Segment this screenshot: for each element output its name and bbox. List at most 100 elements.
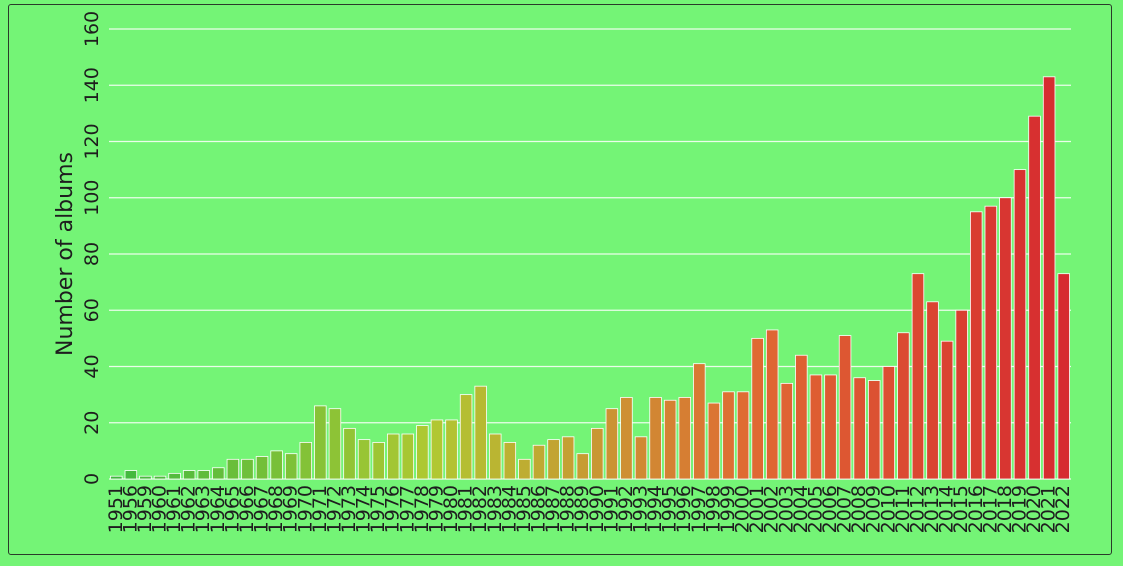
x-tick-label: 1968 [265,485,287,533]
bar-2016 [970,211,983,480]
y-tick-label: 140 [81,67,103,103]
bar-2022 [1057,273,1070,480]
x-tick-label: 2013 [921,485,943,533]
bar-2020 [1028,115,1041,480]
bar-1989 [576,453,589,480]
x-tick-label: 2007 [834,485,856,533]
bar-2012 [911,273,925,480]
bar-2002 [765,329,779,480]
x-tick-label: 1981 [455,485,477,533]
y-axis-label: Number of albums [53,152,78,356]
bar-2000 [736,391,750,480]
y-tick-label: 40 [81,354,103,378]
bar-1969 [284,453,298,480]
grid-lines [109,28,1071,480]
x-tick-label: 1999 [717,485,739,533]
bar-1956 [124,470,138,480]
x-tick-label: 1975 [367,485,389,533]
bar-1961 [168,472,181,480]
bar-1992 [620,397,633,480]
x-tick-label: 1977 [396,485,418,533]
chart-frame [8,4,1112,555]
x-tick-label: 1960 [149,485,171,533]
bar-1991 [605,408,619,480]
bar-1986 [532,444,546,480]
bar-2001 [751,337,764,480]
bar-1999 [722,391,735,480]
bar-2007 [838,335,852,480]
x-tick-label: 1961 [163,485,185,533]
bar-1982 [474,385,487,480]
x-tick-label: 1976 [382,485,404,533]
x-tick-label: 1974 [353,485,375,533]
x-tick-label: 2012 [906,485,928,533]
x-tick-label: 2022 [1052,485,1074,533]
x-tick-label: 1989 [571,485,593,533]
x-tick-label: 2011 [892,485,914,533]
x-tick-label: 2008 [848,485,870,533]
bar-1973 [343,427,356,480]
bar-1979 [430,419,444,480]
x-tick-label: 1966 [236,485,258,533]
bar-2006 [824,374,837,480]
bar-2019 [1013,169,1027,480]
x-tick-label: 1951 [105,485,127,533]
bar-1967 [255,456,269,480]
bar-2015 [955,309,968,480]
bar-2014 [940,340,954,480]
x-tick-label: 1997 [688,485,710,533]
bar-1971 [314,405,327,480]
x-tick-label: 2001 [746,485,768,533]
x-tick-label: 2003 [775,485,797,533]
bar-2013 [926,301,939,480]
bar-1997 [693,363,706,480]
bar-2009 [867,380,881,480]
y-tick-labels: 0 20 40 60 80 100 120 140 160 [81,11,103,485]
x-tick-label: 1967 [251,485,273,533]
x-tick-label: 1964 [207,485,229,533]
bar-2008 [853,377,866,480]
x-tick-label: 1990 [586,485,608,533]
bar-2017 [984,205,998,480]
x-tick-label: 1993 [630,485,652,533]
x-tick-label: 2016 [965,485,987,533]
x-tick-label: 1959 [134,485,156,533]
bar-1974 [357,439,371,480]
x-tick-label: 2002 [761,485,783,533]
x-tick-label: 2018 [994,485,1016,533]
bar-1998 [707,402,721,480]
x-tick-label: 2010 [877,485,899,533]
x-tick-label: 2014 [936,485,958,533]
x-tick-label: 1982 [469,485,491,533]
x-tick-label: 1983 [484,485,506,533]
bar-1990 [591,427,604,480]
y-tick-label: 80 [81,242,103,266]
bar-2004 [795,354,808,480]
x-tick-label: 2017 [979,485,1001,533]
x-tick-label: 2006 [819,485,841,533]
bar-1984 [503,442,517,480]
bar-1995 [663,399,677,480]
x-tick-label: 1979 [425,485,447,533]
bar-1983 [489,433,502,480]
y-tick-label: 20 [81,411,103,435]
x-tick-label: 1988 [557,485,579,533]
x-tick-label: 2005 [804,485,826,533]
x-tick-label: 1965 [221,485,243,533]
x-tick-label: 1956 [119,485,141,533]
bar-2010 [882,366,896,480]
bar-2018 [999,197,1012,480]
x-tick-label: 1980 [440,485,462,533]
x-tick-label: 1985 [513,485,535,533]
bar-1965 [226,458,240,480]
bar-1993 [634,436,648,480]
bar-1981 [459,394,473,480]
x-tick-label: 1998 [702,485,724,533]
bar-2011 [897,332,910,480]
y-tick-label: 160 [81,11,103,47]
bars [110,76,1070,480]
bar-1951 [110,475,123,480]
y-tick-label: 60 [81,298,103,322]
bar-2005 [809,374,823,480]
